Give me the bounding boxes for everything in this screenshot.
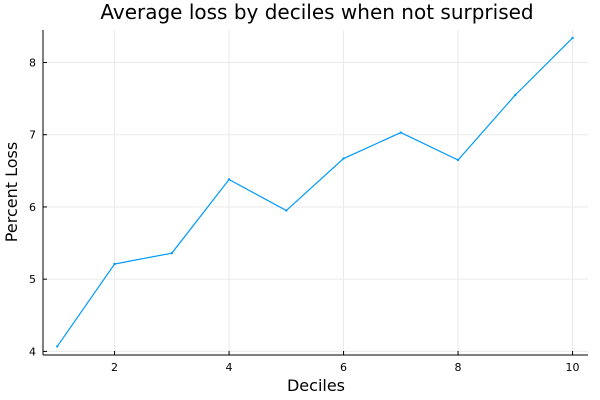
x-tick-label: 4 (226, 361, 233, 374)
grid (43, 30, 588, 355)
plot-area (56, 36, 574, 348)
x-tick-label: 6 (340, 361, 347, 374)
data-point (285, 209, 288, 212)
data-point (571, 36, 574, 40)
chart-title: Average loss by deciles when not surpris… (100, 0, 533, 24)
y-tick-label: 5 (29, 273, 36, 286)
x-tick-label: 2 (111, 361, 118, 374)
ticks: 2 4 6 8 10 4 5 6 7 8 (29, 57, 580, 375)
data-point (456, 158, 460, 162)
data-point (227, 178, 231, 181)
y-tick-label: 4 (29, 345, 36, 358)
y-tick-label: 8 (29, 57, 36, 70)
x-axis-label: Deciles (287, 376, 345, 395)
x-tick-label: 8 (455, 361, 462, 374)
data-point (113, 262, 116, 266)
series-line (56, 37, 573, 347)
x-tick-label: 10 (566, 361, 580, 374)
data-point (399, 131, 402, 134)
data-point (56, 345, 59, 348)
y-tick-label: 7 (29, 129, 36, 142)
axes (42, 30, 588, 356)
y-axis-label: Percent Loss (2, 142, 21, 242)
y-tick-label: 6 (29, 201, 36, 214)
data-point (342, 157, 345, 160)
data-point (170, 251, 174, 255)
data-point (514, 93, 517, 97)
